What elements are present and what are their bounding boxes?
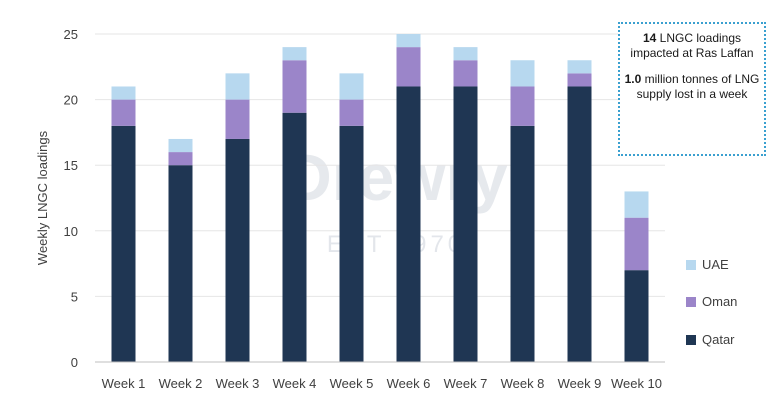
bar-segment-oman	[111, 99, 136, 126]
x-tick-label: Week 1	[102, 376, 146, 391]
bar-segment-oman	[510, 86, 535, 126]
bar-segment-uae	[453, 47, 478, 61]
bar-segment-uae	[396, 34, 421, 48]
x-tick-label: Week 2	[159, 376, 203, 391]
y-tick-label: 25	[64, 27, 78, 42]
legend-swatch-uae	[686, 259, 696, 270]
x-tick-label: Week 7	[444, 376, 488, 391]
legend-label-oman: Oman	[702, 294, 738, 309]
y-tick-label: 15	[64, 158, 78, 173]
bar-segment-oman	[453, 60, 478, 87]
y-tick-label: 20	[64, 93, 78, 108]
bar-segment-oman	[624, 217, 649, 271]
annotation-box: 14 LNGC loadings impacted at Ras Laffan …	[618, 22, 766, 156]
axes: 0 5 10 15 20 25 Week 1 Week 2 Week 3 Week 4 Week 5…	[64, 27, 665, 391]
y-tick-label: 5	[71, 289, 78, 304]
annotation-line-2: 1.0 million tonnes of LNG supply lost in…	[624, 72, 760, 102]
legend-swatch-qatar	[686, 334, 696, 345]
bar-segment-qatar	[282, 112, 307, 362]
y-tick-label: 0	[71, 355, 78, 370]
x-tick-label: Week 6	[387, 376, 431, 391]
x-tick-label: Week 10	[611, 376, 662, 391]
bar-segment-qatar	[624, 270, 649, 362]
bar-segment-oman	[225, 99, 250, 139]
y-axis-label: Weekly LNGC loadings	[35, 130, 50, 265]
bar-segment-qatar	[225, 138, 250, 362]
bar-segment-uae	[168, 138, 193, 153]
bar-segment-uae	[624, 191, 649, 218]
bar-segment-oman	[282, 60, 307, 113]
bar-segment-oman	[567, 73, 592, 87]
bar-segment-qatar	[111, 125, 136, 362]
bar-segment-qatar	[453, 86, 478, 362]
bar-segment-uae	[510, 60, 535, 87]
annotation-line-2-text: million tonnes of LNG supply lost in a w…	[636, 72, 760, 101]
bar-segment-uae	[282, 47, 307, 61]
y-tick-label: 10	[64, 224, 78, 239]
bar-segment-uae	[225, 73, 250, 100]
bar-segment-qatar	[339, 125, 364, 362]
bar-segment-uae	[111, 86, 136, 100]
x-tick-label: Week 3	[216, 376, 260, 391]
legend-swatch-oman	[686, 296, 696, 307]
legend-item-qatar: Qatar	[686, 332, 735, 347]
bars	[111, 34, 649, 362]
legend-item-uae: UAE	[686, 257, 729, 272]
bar-segment-qatar	[510, 125, 535, 362]
bar-segment-qatar	[567, 86, 592, 362]
annotation-line-1: 14 LNGC loadings impacted at Ras Laffan	[624, 31, 760, 61]
x-tick-label: Week 8	[501, 376, 545, 391]
bar-segment-oman	[339, 99, 364, 126]
legend-label-uae: UAE	[702, 257, 729, 272]
bar-segment-oman	[396, 47, 421, 87]
bar-segment-uae	[567, 60, 592, 74]
annotation-line-1-text: LNGC loadings impacted at Ras Laffan	[630, 31, 754, 60]
legend-label-qatar: Qatar	[702, 332, 735, 347]
annotation-line-2-value: 1.0	[624, 72, 642, 86]
x-tick-label: Week 5	[330, 376, 374, 391]
bar-segment-oman	[168, 152, 193, 166]
x-tick-label: Week 9	[558, 376, 602, 391]
bar-segment-uae	[339, 73, 364, 100]
bar-segment-qatar	[168, 165, 193, 362]
legend-item-oman: Oman	[686, 294, 737, 309]
x-tick-label: Week 4	[273, 376, 317, 391]
annotation-line-1-value: 14	[642, 31, 657, 45]
bar-segment-qatar	[396, 86, 421, 362]
